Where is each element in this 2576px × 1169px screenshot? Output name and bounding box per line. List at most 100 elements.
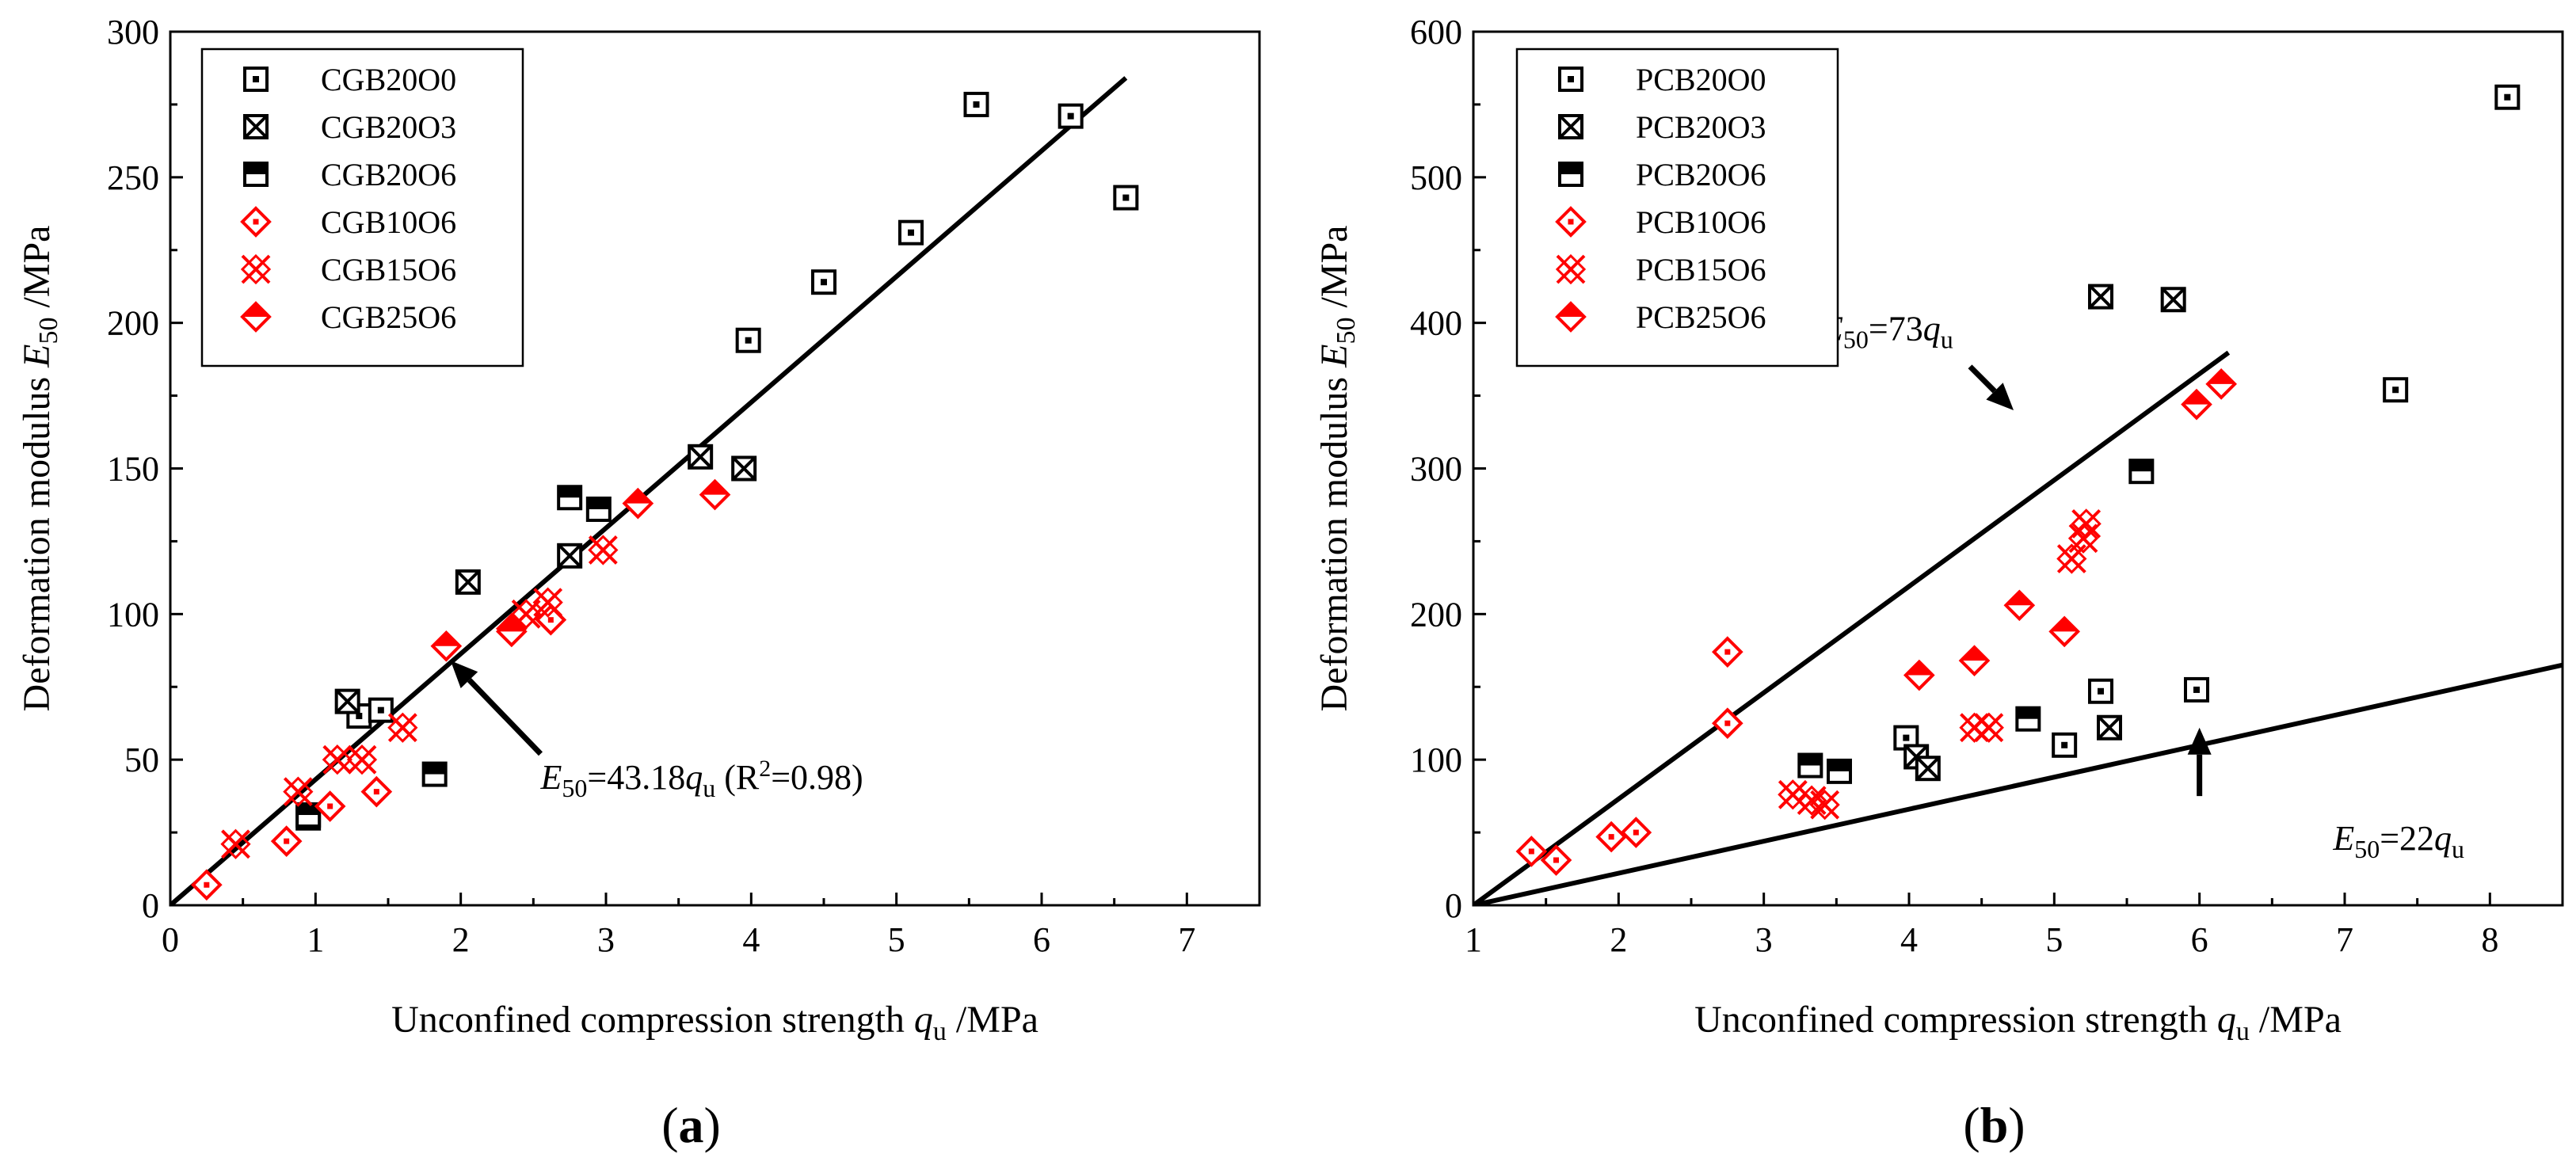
data-point (688, 444, 714, 470)
y-tick-label: 50 (124, 741, 159, 779)
data-point (557, 543, 583, 569)
data-point (622, 487, 654, 520)
legend-label: PCB20O3 (1636, 109, 1766, 145)
legend-marker (1558, 114, 1583, 139)
fit-line (1473, 662, 2563, 905)
annotation-arrow-head (1986, 383, 2014, 410)
panel-label: (a) (661, 1097, 721, 1153)
x-tick-label: 6 (2191, 920, 2208, 959)
y-tick-label: 100 (1410, 741, 1462, 779)
legend-marker (1558, 67, 1583, 92)
data-point (585, 496, 612, 522)
data-point (2181, 388, 2212, 421)
fit-equation: E50=73qu (1821, 310, 1953, 354)
data-point (1973, 712, 2004, 743)
data-point (1712, 636, 1743, 668)
legend-label: CGB15O6 (321, 252, 456, 287)
y-tick-label: 600 (1410, 13, 1462, 51)
data-point (421, 761, 448, 787)
legend-label: CGB25O6 (321, 299, 456, 335)
x-tick-label: 3 (597, 920, 615, 959)
annotation-arrow (1968, 364, 1997, 394)
data-point (496, 615, 528, 648)
data-point (2052, 732, 2078, 758)
y-tick-label: 250 (107, 158, 159, 197)
series-CGB20O3 (334, 444, 757, 714)
data-point (2128, 459, 2155, 485)
legend-label: CGB20O6 (321, 157, 456, 192)
x-tick-label: 7 (2336, 920, 2353, 959)
data-point (699, 478, 731, 511)
legend-marker (1555, 206, 1587, 238)
y-tick-label: 100 (107, 595, 159, 634)
data-point (1595, 821, 1627, 853)
legend-label: CGB20O3 (321, 109, 456, 145)
data-point (1057, 103, 1084, 129)
data-point (2160, 287, 2186, 313)
fit-line (1473, 350, 2231, 905)
y-axis-title: Deformation modulus E50 /MPa (1313, 226, 1361, 712)
legend-marker (243, 162, 269, 187)
series-CGB20O6 (295, 485, 612, 828)
legend-marker (243, 67, 269, 92)
data-point (1620, 817, 1652, 848)
data-point (1540, 844, 1572, 876)
series-PCB20O6 (1797, 459, 2155, 784)
data-point (2184, 676, 2209, 703)
data-point (1809, 790, 1840, 821)
data-point (368, 697, 394, 723)
x-tick-label: 1 (307, 920, 324, 959)
x-tick-label: 5 (888, 920, 905, 959)
fit-equation: E50=22qu (2332, 819, 2464, 863)
fit-equation: E50=43.18qu (R2=0.98) (540, 756, 863, 802)
legend-marker (243, 114, 269, 139)
data-point (1712, 707, 1743, 740)
data-point (322, 744, 352, 775)
x-tick-label: 7 (1178, 920, 1195, 959)
series-PCB25O6 (1903, 368, 2237, 691)
data-point (1797, 752, 1823, 779)
data-point (2015, 706, 2041, 732)
x-tick-label: 0 (162, 920, 179, 959)
data-point (2088, 678, 2113, 704)
data-point (1903, 659, 1935, 691)
data-point (557, 485, 583, 511)
data-point (430, 630, 463, 662)
x-tick-label: 4 (742, 920, 760, 959)
data-point (2048, 615, 2080, 648)
chart-panel-b: 1 2 3 4 5 6 7 8 0 100 200 300 400 500 600 Unconfined co… (1313, 13, 2564, 1153)
series-PCB10O6 (1515, 636, 1743, 876)
x-tick-label: 5 (2045, 920, 2063, 959)
x-tick-label: 2 (452, 920, 470, 959)
y-axis-title: Deformation modulus E50 /MPa (16, 226, 63, 712)
x-axis-title: Unconfined compression strength qu /MPa (1694, 999, 2342, 1046)
data-point (295, 802, 322, 828)
data-point (735, 327, 761, 353)
y-tick-label: 200 (107, 304, 159, 343)
y-tick-label: 500 (1410, 158, 1462, 197)
x-tick-label: 8 (2481, 920, 2498, 959)
legend-label: PCB20O0 (1636, 62, 1766, 97)
data-point (455, 569, 481, 595)
series-PCB20O3 (1903, 284, 2186, 782)
y-tick-label: 0 (1445, 886, 1462, 925)
data-point (811, 269, 836, 295)
data-point (220, 828, 251, 859)
legend-label: CGB20O0 (321, 62, 456, 97)
legend-label: PCB20O6 (1636, 157, 1766, 192)
data-point (1915, 756, 1941, 782)
data-point (2071, 508, 2102, 539)
data-point (2097, 714, 2122, 741)
y-tick-label: 0 (142, 886, 159, 925)
data-point (2003, 589, 2036, 622)
legend-label: PCB25O6 (1636, 299, 1766, 335)
x-tick-label: 2 (1610, 920, 1627, 959)
x-tick-label: 4 (1900, 920, 1918, 959)
legend-marker (240, 206, 272, 238)
data-point (1515, 836, 1548, 867)
legend-marker (1558, 162, 1583, 187)
data-point (314, 790, 346, 822)
series-PCB20O0 (1893, 84, 2521, 758)
legend-label: CGB10O6 (321, 204, 456, 240)
